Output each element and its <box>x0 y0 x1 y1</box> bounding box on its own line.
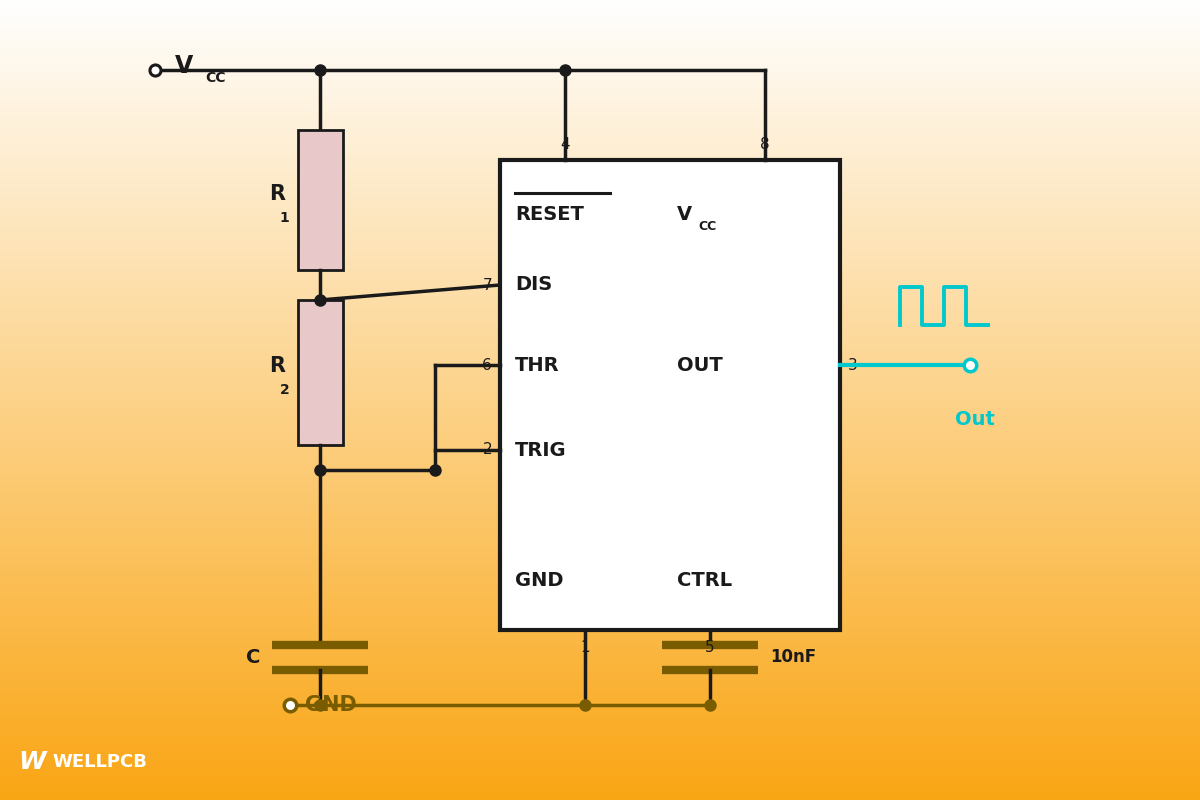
Text: Out: Out <box>955 410 995 429</box>
Text: 5: 5 <box>706 640 715 655</box>
Bar <box>500 160 840 630</box>
Text: WELLPCB: WELLPCB <box>52 753 146 771</box>
Text: V: V <box>175 54 193 78</box>
Text: 4: 4 <box>560 137 570 152</box>
Text: RESET: RESET <box>515 206 584 225</box>
Text: 2: 2 <box>280 383 289 398</box>
Bar <box>298 300 342 445</box>
Text: W: W <box>18 750 46 774</box>
Text: 7: 7 <box>482 278 492 293</box>
Text: R: R <box>270 184 286 204</box>
Text: 2: 2 <box>482 442 492 458</box>
Text: CC: CC <box>205 71 226 85</box>
Text: 10nF: 10nF <box>770 649 816 666</box>
Text: 1: 1 <box>580 640 590 655</box>
Text: DIS: DIS <box>515 275 552 294</box>
Text: CTRL: CTRL <box>677 570 732 590</box>
Text: OUT: OUT <box>677 355 722 374</box>
Text: GND: GND <box>515 570 564 590</box>
Text: TRIG: TRIG <box>515 441 566 459</box>
Text: 1: 1 <box>280 211 289 225</box>
Text: V: V <box>677 206 692 225</box>
Text: R: R <box>270 357 286 377</box>
Text: C: C <box>246 648 260 667</box>
Bar <box>298 130 342 270</box>
Text: 6: 6 <box>482 358 492 373</box>
Text: 8: 8 <box>760 137 770 152</box>
Text: THR: THR <box>515 355 559 374</box>
Text: 3: 3 <box>848 358 858 373</box>
Text: GND: GND <box>305 695 356 715</box>
Text: CC: CC <box>698 221 718 234</box>
